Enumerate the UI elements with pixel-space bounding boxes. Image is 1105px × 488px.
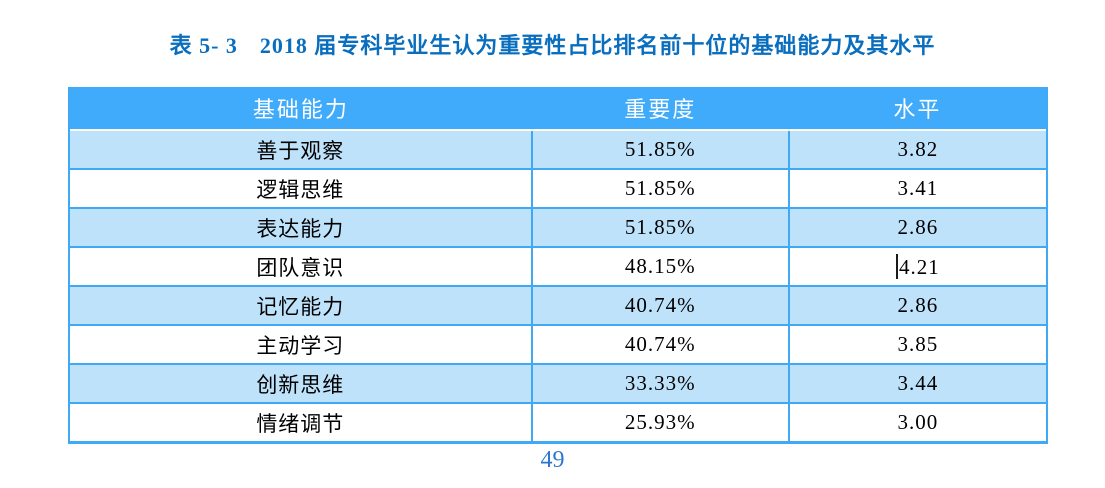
table-caption-text: 2018 届专科毕业生认为重要性占比排名前十位的基础能力及其水平 (259, 33, 936, 58)
text-cursor (896, 253, 899, 279)
cell-level[interactable]: 3.44 (787, 363, 1046, 403)
cell-importance[interactable]: 25.93% (530, 402, 789, 441)
cell-ability[interactable]: 主动学习 (70, 324, 532, 364)
cell-importance[interactable]: 51.85% (530, 207, 789, 247)
cell-level[interactable]: 2.86 (787, 285, 1046, 325)
cell-level-value: 4.21 (899, 254, 940, 279)
cell-importance[interactable]: 51.85% (530, 168, 789, 208)
table-row: 表达能力 51.85% 2.86 (70, 207, 1046, 247)
cell-importance[interactable]: 33.33% (530, 363, 789, 403)
table-header-row: 基础能力 重要度 水平 (70, 87, 1046, 130)
cell-importance[interactable]: 51.85% (530, 129, 789, 169)
cell-level[interactable]: 3.82 (787, 129, 1046, 169)
cell-level[interactable]: 3.41 (787, 168, 1046, 208)
column-header-importance[interactable]: 重要度 (531, 87, 789, 130)
table-row: 情绪调节 25.93% 3.00 (70, 402, 1046, 441)
column-header-ability[interactable]: 基础能力 (70, 87, 532, 130)
page-number[interactable]: 49 (540, 447, 565, 473)
cell-ability[interactable]: 情绪调节 (70, 402, 532, 441)
table-caption[interactable]: 表 5- 3 2018 届专科毕业生认为重要性占比排名前十位的基础能力及其水平 (0, 28, 1105, 60)
cell-level[interactable]: 3.85 (787, 324, 1046, 364)
cell-ability[interactable]: 创新思维 (70, 363, 532, 403)
cell-level[interactable]: 3.00 (787, 402, 1046, 441)
cell-level[interactable]: 2.86 (787, 207, 1046, 247)
cell-importance[interactable]: 40.74% (530, 285, 789, 325)
table-row: 主动学习 40.74% 3.85 (70, 324, 1046, 364)
cell-ability[interactable]: 善于观察 (70, 129, 532, 169)
cell-ability[interactable]: 记忆能力 (70, 285, 532, 325)
table-row: 创新思维 33.33% 3.44 (70, 363, 1046, 403)
column-header-level[interactable]: 水平 (788, 87, 1046, 130)
table-row: 逻辑思维 51.85% 3.41 (70, 168, 1046, 208)
cell-ability[interactable]: 表达能力 (70, 207, 532, 247)
cell-importance[interactable]: 40.74% (530, 324, 789, 364)
cell-level[interactable]: 4.21 (787, 246, 1046, 286)
table-caption-label: 表 5- 3 (169, 33, 238, 58)
cell-ability[interactable]: 逻辑思维 (70, 168, 532, 208)
data-table: 基础能力 重要度 水平 善于观察 51.85% 3.82 逻辑思维 51.85%… (68, 87, 1048, 444)
table-row: 记忆能力 40.74% 2.86 (70, 285, 1046, 325)
cell-importance[interactable]: 48.15% (530, 246, 789, 286)
table-row: 善于观察 51.85% 3.82 (70, 129, 1046, 169)
table-row: 团队意识 48.15% 4.21 (70, 246, 1046, 286)
cell-ability[interactable]: 团队意识 (70, 246, 532, 286)
